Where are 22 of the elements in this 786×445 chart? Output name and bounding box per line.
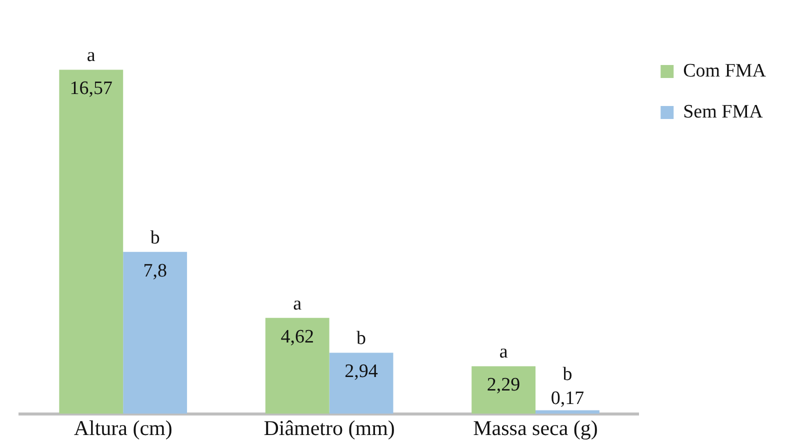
data-label: 0,17 — [550, 388, 584, 409]
legend-label: Com FMA — [683, 60, 766, 82]
x-tick-label: Altura (cm) — [74, 416, 172, 440]
x-tick-label: Massa seca (g) — [473, 416, 598, 440]
data-label: 7,8 — [143, 260, 167, 282]
annotation: b — [562, 364, 572, 385]
legend-label: Sem FMA — [683, 101, 764, 122]
bar — [265, 318, 330, 414]
bar — [472, 366, 536, 414]
bar — [123, 252, 188, 414]
annotation: b — [150, 227, 160, 248]
data-label: 4,62 — [280, 326, 314, 348]
annotation: a — [293, 293, 302, 314]
x-tick-label: Diâmetro (mm) — [264, 416, 395, 440]
bar — [59, 70, 124, 414]
data-label: 2,94 — [344, 361, 378, 382]
bar — [329, 352, 394, 414]
data-label: 2,29 — [486, 374, 520, 396]
data-label: 16,57 — [70, 78, 113, 100]
annotation: a — [499, 342, 508, 363]
annotation: a — [86, 45, 96, 66]
annotation: b — [356, 328, 366, 350]
